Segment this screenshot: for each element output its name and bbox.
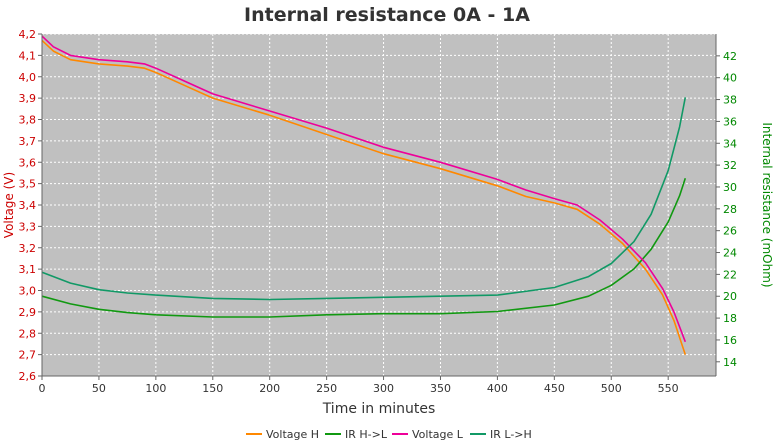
series-layer: [41, 35, 687, 355]
x-tick-label: 250: [316, 382, 337, 395]
y-right-tick-label: 22: [723, 268, 737, 281]
y-left-tick-label: 3,3: [19, 220, 37, 233]
y-left-axis-label: Voltage (V): [2, 172, 16, 238]
legend-label: IR L->H: [490, 428, 532, 441]
y-left-tick-label: 3,8: [19, 114, 37, 127]
series-line-0: [41, 39, 687, 355]
chart-title: Internal resistance 0A - 1A: [244, 4, 530, 26]
y-right-tick-label: 26: [723, 225, 737, 238]
y-left-tick-label: 4,2: [19, 28, 37, 41]
x-tick-label: 150: [202, 382, 223, 395]
y-left-tick-label: 4,0: [19, 71, 37, 84]
y-left-tick-label: 2,6: [19, 370, 37, 383]
series-line-3: [41, 97, 687, 301]
x-axis-label: Time in minutes: [322, 401, 436, 417]
x-tick-label: 0: [39, 382, 46, 395]
series-line-1: [41, 177, 687, 318]
y-left-tick-label: 3,1: [19, 263, 37, 276]
x-tick-label: 50: [92, 382, 106, 395]
legend: Voltage H IR H->L Voltage L IR L->H: [246, 428, 532, 441]
y-left-tick-label: 3,6: [19, 156, 37, 169]
y-left-ticks: 2,6 2,7 2,8 2,9 3,0 3,1 3,2 3,3 3,4 3,5 3,6 3,7 3,8 3…: [19, 28, 42, 383]
x-tick-label: 300: [373, 382, 394, 395]
y-left-tick-label: 2,9: [19, 306, 37, 319]
y-right-tick-label: 38: [723, 94, 737, 107]
y-left-tick-label: 2,8: [19, 327, 37, 340]
y-left-tick-label: 3,0: [19, 285, 37, 298]
x-tick-label: 100: [145, 382, 166, 395]
legend-label: IR H->L: [345, 428, 388, 441]
x-tick-label: 350: [430, 382, 451, 395]
y-left-tick-label: 3,7: [19, 135, 37, 148]
y-right-tick-label: 18: [723, 312, 737, 325]
y-right-tick-label: 24: [723, 247, 737, 260]
y-right-tick-label: 20: [723, 290, 737, 303]
y-right-tick-label: 28: [723, 203, 737, 216]
x-tick-label: 400: [487, 382, 508, 395]
y-left-tick-label: 3,4: [19, 199, 37, 212]
y-right-axis-label: Internal resistance (mOhm): [760, 122, 774, 287]
y-right-tick-label: 32: [723, 159, 737, 172]
y-right-tick-label: 16: [723, 334, 737, 347]
x-tick-label: 200: [259, 382, 280, 395]
x-tick-label: 500: [601, 382, 622, 395]
y-right-tick-label: 34: [723, 137, 737, 150]
y-left-tick-label: 3,2: [19, 242, 37, 255]
y-right-tick-label: 14: [723, 356, 737, 369]
x-ticks: 0 50 100 150 200 250 300 350 400 450 500 550: [39, 376, 679, 395]
series-line-2: [41, 35, 687, 343]
y-left-tick-label: 3,9: [19, 92, 37, 105]
y-right-tick-label: 36: [723, 115, 737, 128]
y-left-tick-label: 3,5: [19, 178, 37, 191]
x-tick-label: 450: [544, 382, 565, 395]
y-left-tick-label: 2,7: [19, 349, 37, 362]
y-right-tick-label: 30: [723, 181, 737, 194]
legend-label: Voltage H: [266, 428, 319, 441]
legend-label: Voltage L: [412, 428, 464, 441]
y-right-ticks: 14 16 18 20 22 24 26 28 30 32 34 36 38 40 42: [716, 50, 737, 369]
y-left-tick-label: 4,1: [19, 49, 37, 62]
y-right-tick-label: 42: [723, 50, 737, 63]
y-right-tick-label: 40: [723, 72, 737, 85]
x-tick-label: 550: [658, 382, 679, 395]
